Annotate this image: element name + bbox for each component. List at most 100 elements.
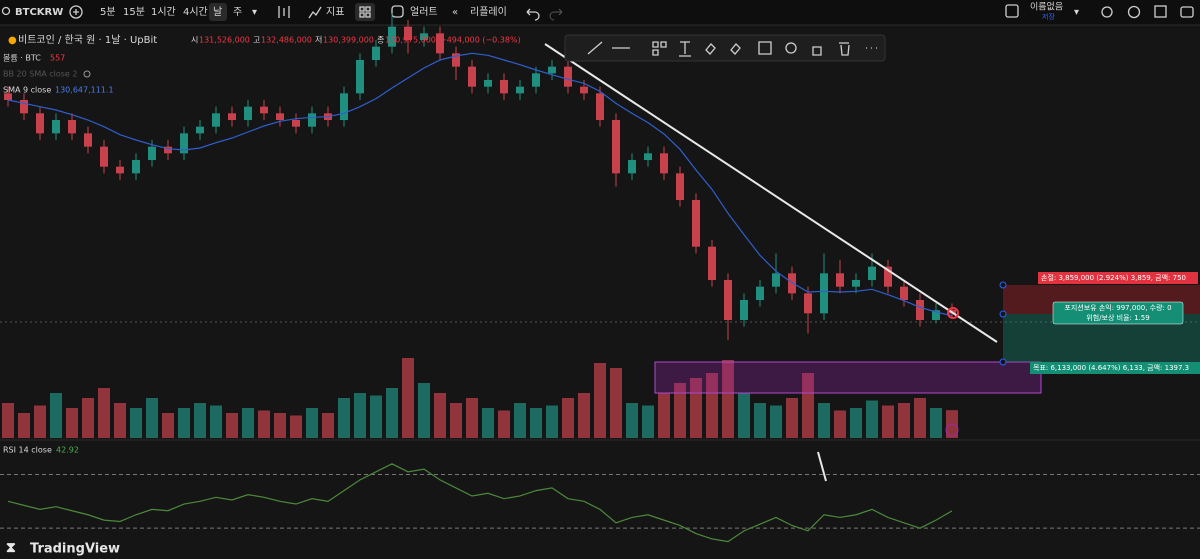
candle-body: [628, 160, 636, 174]
volume-bar: [594, 363, 606, 438]
symbol[interactable]: BTCKRW: [15, 7, 63, 18]
handle[interactable]: [999, 281, 1007, 289]
volume-bar: [370, 395, 382, 438]
candle-body: [292, 120, 300, 127]
compare-button[interactable]: [69, 5, 83, 19]
volume-bar: [18, 413, 30, 438]
rectangle-drawing[interactable]: [654, 361, 1042, 394]
chart-type-button[interactable]: [278, 6, 290, 18]
interval-button[interactable]: 주: [233, 7, 242, 18]
candle-body: [836, 273, 844, 287]
volume-bar: [866, 400, 878, 438]
layout-menu[interactable]: ▾: [1074, 7, 1079, 18]
layout-select[interactable]: [1005, 4, 1019, 18]
alert-button[interactable]: 얼러트: [410, 6, 438, 18]
search-icon[interactable]: [1, 6, 11, 16]
volume-bar: [722, 360, 734, 438]
sma-legend: SMA 9 close: [3, 86, 51, 95]
interval-button[interactable]: 4시간: [183, 6, 208, 18]
alert-marker[interactable]: [947, 307, 959, 319]
candle-body: [548, 66, 556, 74]
target-label-bg: [1030, 362, 1200, 374]
candle-body: [52, 120, 60, 134]
alert-icon: [391, 5, 404, 18]
volume-bar: [322, 413, 334, 438]
candle-body: [244, 106, 252, 120]
candle-body: [868, 266, 876, 280]
interval-menu[interactable]: ▾: [252, 7, 257, 18]
low-value: 130,399,000: [323, 36, 374, 45]
interval-button[interactable]: 5분: [100, 6, 116, 18]
candle-body: [164, 146, 172, 154]
candle-body: [740, 300, 748, 320]
active-interval-bg: [209, 3, 227, 21]
candle-body: [644, 153, 652, 160]
fullscreen-button[interactable]: [1154, 5, 1167, 18]
candle-body: [84, 133, 92, 147]
snapshot-button[interactable]: [1180, 6, 1194, 18]
candle-body: [692, 200, 700, 247]
candle-body: [340, 93, 348, 120]
volume-bar: [626, 403, 638, 438]
volume-bar: [770, 405, 782, 438]
brand-logo: ⧗: [6, 540, 16, 556]
candle-body: [676, 173, 684, 200]
candle-body: [884, 266, 892, 287]
layout-button[interactable]: [355, 3, 375, 21]
replay-button[interactable]: 리플레이: [470, 6, 507, 18]
handle[interactable]: [999, 358, 1007, 366]
volume-bar: [818, 403, 830, 438]
candle-body: [196, 126, 204, 134]
candle-body: [596, 93, 604, 120]
volume-bar: [498, 410, 510, 438]
event-marker[interactable]: [945, 423, 959, 437]
volume-bar: [546, 405, 558, 438]
target-label: 목표: 6,133,000 (4.647%) 6,133, 금액: 1397.3: [1033, 364, 1189, 372]
volume-bar: [354, 393, 366, 438]
volume-bar: [530, 408, 542, 438]
volume-bar: [98, 388, 110, 438]
close-label: 종: [377, 36, 384, 45]
volume-bar: [882, 405, 894, 438]
volume-bar: [386, 388, 398, 438]
candle-body: [148, 146, 156, 160]
candle-body: [772, 273, 780, 287]
open-value: 131,526,000: [199, 36, 250, 45]
volume-bar: [930, 408, 942, 438]
settings-button[interactable]: [1127, 5, 1141, 19]
indicators-button[interactable]: 지표: [326, 6, 344, 18]
volume-bar: [258, 410, 270, 438]
candle-body: [516, 86, 524, 94]
candle-body: [20, 100, 28, 114]
layout-name[interactable]: 이름없음: [1030, 2, 1063, 13]
redo-button[interactable]: [549, 8, 563, 21]
volume-bar: [898, 403, 910, 438]
quick-search[interactable]: [1101, 6, 1113, 18]
pnl-label-bg: [1052, 301, 1184, 325]
candle-body: [212, 113, 220, 127]
candle-body: [404, 26, 412, 40]
candle-body: [68, 120, 76, 134]
visibility-toggle[interactable]: [83, 70, 91, 78]
layout-icon: [359, 6, 371, 18]
plus: [73, 9, 79, 15]
candle-body: [420, 33, 428, 40]
volume-bar: [130, 408, 142, 438]
volume-bar: [114, 403, 126, 438]
volume-bar: [290, 415, 302, 438]
candle-body: [564, 66, 572, 87]
trend-line[interactable]: [544, 43, 998, 343]
undo-button[interactable]: [526, 8, 540, 21]
sma-legend-value: 130,647,111.1: [55, 86, 114, 95]
save-label[interactable]: 저장: [1042, 12, 1055, 21]
drawing-tools: [587, 41, 877, 57]
volume-bar: [834, 410, 846, 438]
interval-button[interactable]: 15분: [123, 6, 145, 18]
volume-bar: [306, 408, 318, 438]
interval-button[interactable]: 날: [213, 6, 222, 18]
interval-button[interactable]: 1시간: [151, 6, 176, 18]
rsi-trend-line[interactable]: [817, 451, 827, 482]
open-label: 시: [191, 36, 198, 45]
handle[interactable]: [999, 310, 1007, 318]
